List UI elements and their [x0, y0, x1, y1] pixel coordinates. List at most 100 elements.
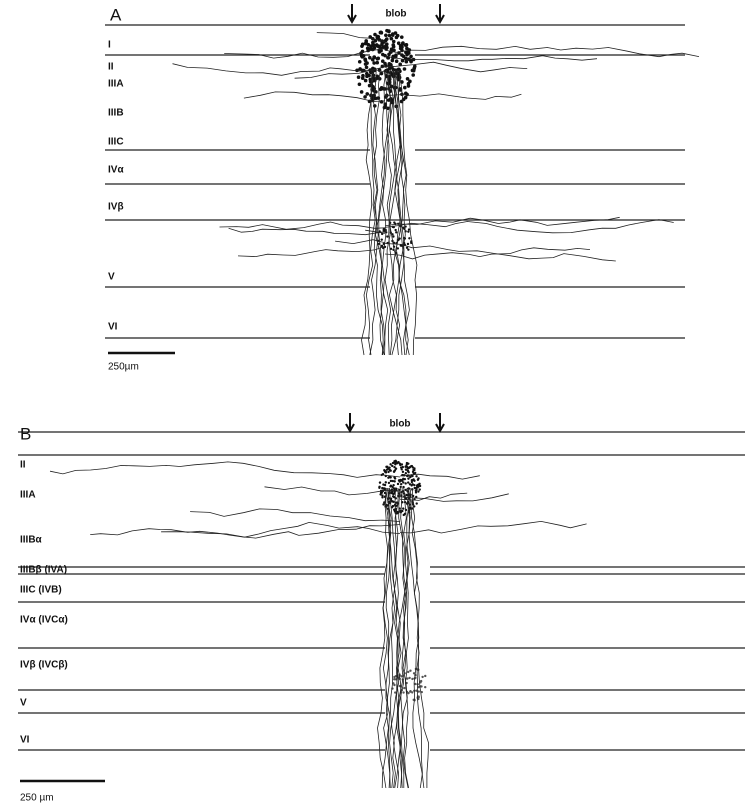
layer-label: IIIA [20, 490, 36, 501]
layer-label: II [20, 460, 26, 471]
cell [404, 96, 408, 100]
cell [364, 79, 368, 83]
cell [401, 463, 403, 465]
cell [407, 671, 409, 673]
collateral [385, 244, 616, 262]
axon [382, 488, 388, 788]
cell [405, 494, 407, 496]
arrow [346, 413, 354, 431]
layer-label: V [108, 272, 115, 283]
cell [420, 685, 422, 687]
cell [400, 483, 402, 485]
layer-label: VI [20, 735, 30, 746]
cell [364, 42, 368, 46]
cell [407, 471, 409, 473]
cell [407, 243, 409, 245]
cell [416, 502, 418, 504]
layer-label: IIIC (IVB) [20, 585, 62, 596]
cell [385, 46, 389, 50]
layer-label: IVβ [108, 202, 124, 213]
cell [409, 55, 413, 59]
cell [397, 483, 399, 485]
cell [358, 82, 362, 86]
cell [404, 466, 406, 468]
collateral [50, 462, 400, 478]
layer-label: IIIC [108, 137, 124, 148]
cell [378, 486, 380, 488]
cell [405, 489, 407, 491]
cell [405, 93, 409, 97]
cell [386, 468, 388, 470]
cell [400, 35, 404, 39]
cell [416, 485, 418, 487]
cell [400, 486, 402, 488]
cell [365, 72, 369, 76]
panel-label: B [20, 424, 31, 443]
cell [392, 235, 394, 237]
cell [392, 501, 394, 503]
cell [385, 29, 389, 33]
cell [393, 684, 395, 686]
cell [409, 670, 411, 672]
cell [413, 65, 417, 69]
cell [381, 238, 383, 240]
layer-label: II [108, 62, 114, 73]
scale-bar-label: 250µm [108, 362, 139, 373]
cell [365, 65, 369, 69]
cell [395, 231, 397, 233]
cell [363, 95, 367, 99]
figure: A blob 250µm B blob 250 µm IIIIIIAIIIBII… [0, 0, 745, 808]
cell [407, 248, 409, 250]
collateral [400, 521, 587, 533]
cell [403, 86, 407, 90]
collateral [229, 228, 385, 234]
cell [417, 477, 419, 479]
axon [399, 70, 417, 355]
scale-bar-label: 250 µm [20, 793, 54, 804]
cell [393, 471, 395, 473]
cell [411, 69, 415, 73]
cell [379, 481, 381, 483]
cell [407, 230, 409, 232]
cell [388, 34, 392, 38]
cell [407, 82, 411, 86]
cell [390, 470, 392, 472]
cell [407, 477, 409, 479]
cell [388, 467, 390, 469]
cell [397, 247, 399, 249]
collateral [385, 248, 590, 259]
cell [406, 77, 410, 81]
cell [409, 466, 411, 468]
cell [392, 505, 394, 507]
cell [388, 62, 392, 66]
layer-label: IIIBα [20, 535, 43, 546]
cell [411, 678, 413, 680]
cell [385, 481, 387, 483]
cell [393, 480, 395, 482]
cell [393, 461, 395, 463]
collateral [238, 246, 385, 256]
arrow [436, 413, 444, 431]
cell [405, 47, 409, 51]
layer-label: V [20, 698, 27, 709]
collateral [385, 56, 597, 61]
cell [403, 687, 405, 689]
cell [365, 61, 369, 65]
cell [418, 690, 420, 692]
cell [404, 57, 408, 61]
collateral [385, 62, 527, 72]
collateral [190, 509, 400, 522]
blob-label: blob [385, 9, 406, 20]
cell [388, 482, 390, 484]
cell [371, 41, 375, 45]
arrow [348, 4, 356, 22]
cell [405, 60, 409, 64]
panel-label: A [110, 5, 122, 24]
collateral [220, 222, 386, 229]
cell [418, 483, 420, 485]
layer-label: IIIA [108, 79, 124, 90]
cell [383, 469, 385, 471]
cell [407, 481, 409, 483]
cell [424, 686, 426, 688]
collateral [90, 522, 400, 537]
